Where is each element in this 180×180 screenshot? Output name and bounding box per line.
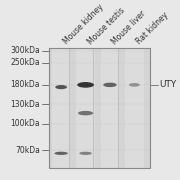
Ellipse shape [79, 152, 92, 155]
Text: UTY: UTY [160, 80, 177, 89]
Bar [125, 48, 144, 168]
Text: Mouse testis: Mouse testis [86, 6, 126, 46]
Text: 70kDa: 70kDa [15, 146, 40, 155]
Text: 180kDa: 180kDa [11, 80, 40, 89]
Text: 100kDa: 100kDa [10, 119, 40, 128]
Text: 300kDa: 300kDa [10, 46, 40, 55]
Ellipse shape [54, 152, 68, 155]
Ellipse shape [103, 83, 117, 87]
Text: Mouse liver: Mouse liver [110, 9, 147, 46]
Text: 250kDa: 250kDa [10, 58, 40, 67]
Text: Rat kidney: Rat kidney [134, 11, 170, 46]
Text: 130kDa: 130kDa [10, 100, 40, 109]
Bar [49, 48, 150, 168]
Text: Mouse kidney: Mouse kidney [61, 3, 105, 46]
Bar [52, 48, 70, 168]
Bar [76, 48, 95, 168]
Ellipse shape [129, 83, 140, 87]
Ellipse shape [77, 82, 94, 88]
Ellipse shape [78, 111, 93, 115]
Bar [49, 48, 150, 168]
Ellipse shape [55, 85, 67, 89]
Bar [101, 48, 119, 168]
